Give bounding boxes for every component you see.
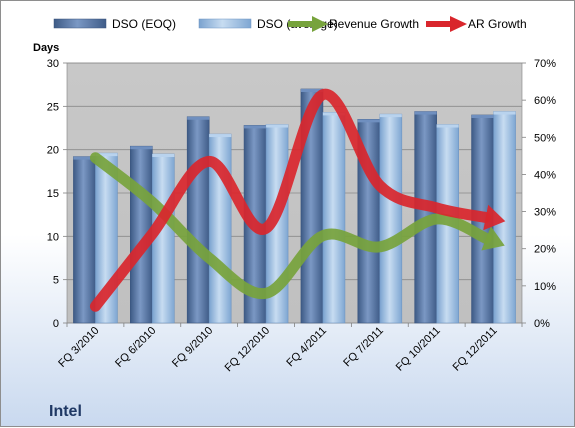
x-tick-label: FQ 4/2011 xyxy=(284,325,329,370)
bar-cap xyxy=(266,124,289,128)
x-tick-label: FQ 3/2010 xyxy=(56,325,101,370)
line-ar-growth xyxy=(89,89,506,312)
left-tick-label: 30 xyxy=(47,58,59,70)
bar-cap xyxy=(152,154,175,157)
bar-cap xyxy=(300,89,323,92)
left-axis-title: Days xyxy=(33,42,59,54)
bar-cap xyxy=(357,119,380,123)
bar-dso-average xyxy=(322,112,346,324)
bar-cap xyxy=(414,111,437,115)
right-tick-label: 10% xyxy=(534,281,556,293)
bar-cap xyxy=(493,111,516,115)
bar-body xyxy=(73,156,96,324)
x-tick-label: FQ 6/2010 xyxy=(113,325,158,370)
legend-arrow-ar-growth xyxy=(426,16,467,32)
bar-cap xyxy=(471,115,494,118)
bar-cap xyxy=(73,156,96,160)
bar-dso-eoq xyxy=(73,156,96,324)
left-tick-label: 25 xyxy=(47,101,59,113)
series-arrowhead xyxy=(483,204,506,231)
bar-body xyxy=(186,116,210,324)
legend: DSO (EOQ) DSO (average) Revenue Growth A… xyxy=(53,16,527,32)
right-tick-label: 40% xyxy=(534,169,556,181)
legend-swatch-dso-average xyxy=(198,18,252,29)
series-arrowhead xyxy=(481,226,505,251)
bar-cap xyxy=(187,116,210,120)
series-line xyxy=(89,89,492,312)
bar-cap xyxy=(130,146,153,150)
left-axis: 0 5 10 15 20 25 30 xyxy=(47,58,67,330)
legend-swatch-dso-eoq xyxy=(53,18,107,29)
line-revenue-growth xyxy=(89,152,505,300)
right-axis: 0% 10% 20% 30% 40% 50% 60% 70% xyxy=(522,58,556,330)
left-tick-label: 15 xyxy=(47,188,59,200)
right-tick-label: 70% xyxy=(534,58,556,70)
right-tick-label: 50% xyxy=(534,132,556,144)
bar-cap xyxy=(95,153,118,157)
x-axis: FQ 3/2010 FQ 6/2010 FQ 9/2010 FQ 12/2010 FQ … xyxy=(56,323,523,375)
bar-cap xyxy=(379,114,402,118)
bar-body xyxy=(322,112,346,324)
right-tick-label: 60% xyxy=(534,95,556,107)
right-tick-label: 30% xyxy=(534,207,556,219)
x-tick-label: FQ 12/2010 xyxy=(223,325,273,375)
bar-dso-eoq xyxy=(186,116,210,324)
growth-lines xyxy=(89,89,506,312)
right-tick-label: 0% xyxy=(534,318,550,330)
legend-label-revenue-growth: Revenue Growth xyxy=(329,17,419,31)
series-line xyxy=(89,152,492,300)
x-tick-label: FQ 12/2011 xyxy=(451,325,500,374)
bar-cap xyxy=(436,124,459,128)
bar-dso-average xyxy=(493,111,516,324)
left-tick-label: 20 xyxy=(47,145,59,157)
x-tick-label: FQ 10/2011 xyxy=(394,325,443,374)
legend-label-ar-growth: AR Growth xyxy=(468,17,527,31)
x-tick-label: FQ 9/2010 xyxy=(170,325,215,370)
legend-label-dso-eoq: DSO (EOQ) xyxy=(112,17,176,31)
left-tick-label: 10 xyxy=(47,231,59,243)
left-tick-label: 0 xyxy=(53,318,59,330)
legend-arrow-revenue-growth xyxy=(288,16,328,32)
bar-body xyxy=(379,113,403,324)
right-tick-label: 20% xyxy=(534,244,556,256)
bar-cap xyxy=(322,112,345,116)
bar-dso-average xyxy=(152,153,175,324)
x-tick-label: FQ 7/2011 xyxy=(341,325,386,370)
bar-cap xyxy=(209,134,232,138)
bar-cap xyxy=(244,125,267,129)
bar-dso-average xyxy=(379,113,403,324)
left-tick-label: 5 xyxy=(53,275,59,287)
company-label: Intel xyxy=(49,403,82,420)
